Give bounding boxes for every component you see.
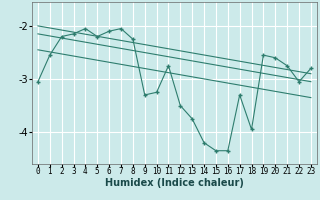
- X-axis label: Humidex (Indice chaleur): Humidex (Indice chaleur): [105, 178, 244, 188]
